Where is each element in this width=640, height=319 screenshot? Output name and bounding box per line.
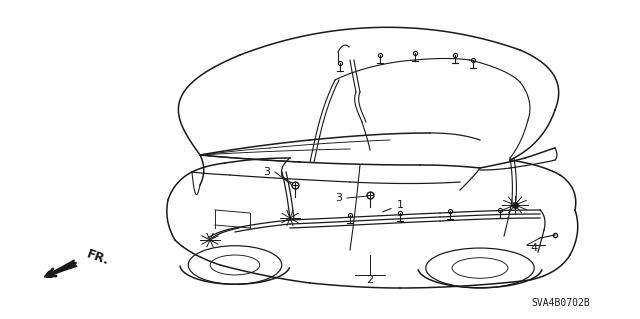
- Text: 4: 4: [530, 243, 537, 253]
- Text: 1: 1: [383, 200, 403, 212]
- Text: SVA4B0702B: SVA4B0702B: [531, 298, 590, 308]
- Text: 2: 2: [367, 275, 374, 285]
- Text: 3: 3: [335, 193, 342, 203]
- Text: 3: 3: [263, 167, 270, 177]
- Text: FR.: FR.: [85, 248, 111, 268]
